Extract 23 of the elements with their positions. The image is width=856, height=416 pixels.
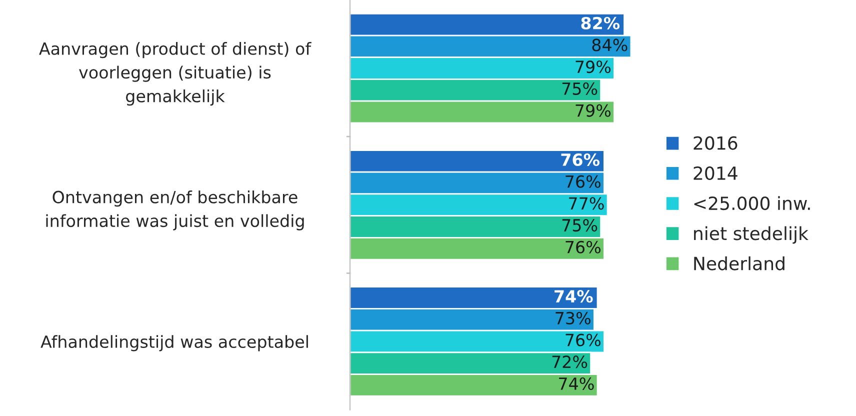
data-label: 77% xyxy=(569,197,604,210)
data-label: 75% xyxy=(562,82,598,95)
legend-label: <25.000 inw. xyxy=(694,196,810,210)
legend-label: 2014 xyxy=(694,166,738,180)
data-label: 74% xyxy=(554,290,593,303)
y-tick-label: Aanvragen (product of dienst) of voorleggen (situatie) is gemakkelijk xyxy=(39,42,312,106)
data-label: 76% xyxy=(566,175,600,188)
data-label: 84% xyxy=(592,38,628,52)
data-label: 76% xyxy=(566,334,600,346)
y-tick-label: Afhandelingstijd was acceptabel xyxy=(40,335,308,352)
data-label: 75% xyxy=(562,218,598,232)
data-label: 73% xyxy=(556,312,590,324)
legend-label: Nederland xyxy=(694,256,784,270)
data-label: 82% xyxy=(581,16,620,30)
data-label: 79% xyxy=(576,104,611,117)
data-label: 79% xyxy=(576,60,611,74)
data-label: 74% xyxy=(559,377,594,390)
data-label: 76% xyxy=(566,240,600,254)
y-tick-label: Ontvangen en/of beschikbare informatie was juist en volledig xyxy=(46,190,304,230)
data-label: 76% xyxy=(561,153,600,166)
legend-label: niet stedelijk xyxy=(694,226,808,244)
data-label: 72% xyxy=(552,356,588,368)
legend-label: 2016 xyxy=(694,136,738,150)
